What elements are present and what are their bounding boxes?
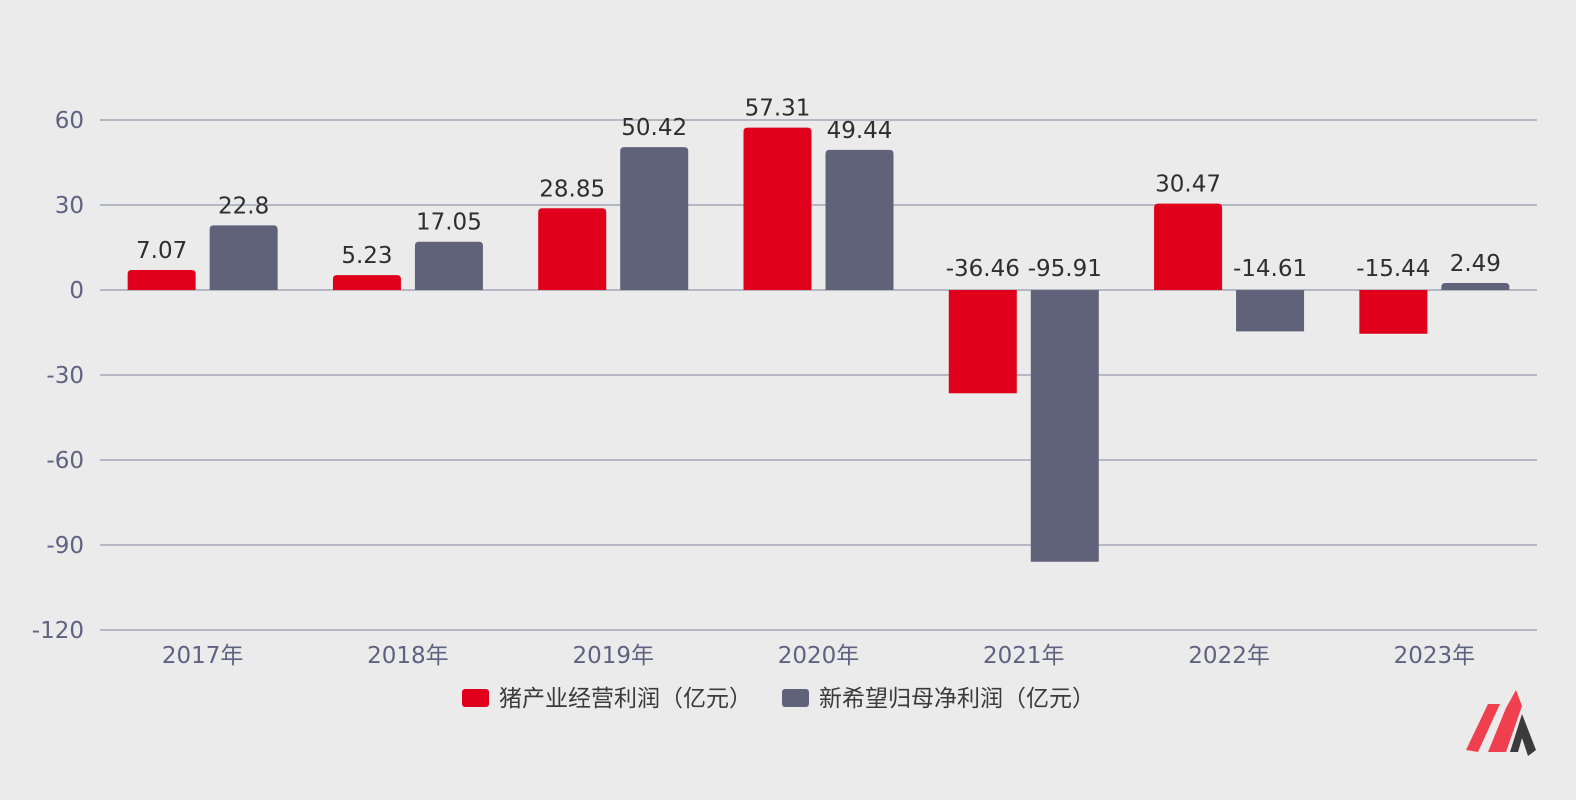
data-label: -14.61	[1233, 256, 1307, 282]
bar-net-profit[interactable]	[620, 147, 689, 290]
y-axis: 60 30 0 -30 -60 -90 -120	[32, 108, 84, 644]
bar-net-profit[interactable]	[1030, 290, 1099, 562]
legend-swatch	[462, 689, 489, 707]
legend-item[interactable]: 猪产业经营利润（亿元）	[462, 686, 752, 712]
data-label: 22.8	[218, 193, 269, 219]
data-label: 50.42	[621, 115, 687, 141]
y-tick-label: -90	[46, 533, 84, 559]
x-tick-label: 2020年	[778, 643, 860, 669]
x-axis: 2017年 2018年 2019年 2020年 2021年 2022年 2023年	[162, 643, 1475, 669]
data-label: -36.46	[946, 256, 1020, 282]
y-tick-label: -30	[46, 363, 84, 389]
legend-label: 新希望归母净利润（亿元）	[819, 686, 1095, 712]
data-label: -95.91	[1028, 256, 1102, 282]
x-tick-label: 2021年	[983, 643, 1065, 669]
data-label: -15.44	[1356, 256, 1430, 282]
bar-net-profit[interactable]	[825, 149, 894, 290]
y-tick-label: 60	[55, 108, 84, 134]
bar-net-profit[interactable]	[414, 241, 483, 290]
legend-item[interactable]: 新希望归母净利润（亿元）	[782, 686, 1095, 712]
bar-pig-profit[interactable]	[1359, 290, 1428, 334]
x-tick-label: 2022年	[1188, 643, 1270, 669]
brand-logo-icon	[1466, 690, 1536, 756]
bar-pig-profit[interactable]	[332, 275, 401, 290]
data-label: 28.85	[539, 176, 605, 202]
x-tick-label: 2019年	[572, 643, 654, 669]
bar-pig-profit[interactable]	[127, 269, 196, 290]
bar-pig-profit[interactable]	[948, 290, 1017, 394]
legend[interactable]: 猪产业经营利润（亿元） 新希望归母净利润（亿元）	[462, 686, 1095, 712]
y-tick-label: -120	[32, 618, 84, 644]
data-label: 2.49	[1450, 251, 1501, 277]
y-tick-label: -60	[46, 448, 84, 474]
y-tick-label: 0	[69, 278, 84, 304]
bars	[127, 127, 1510, 562]
bar-pig-profit[interactable]	[1154, 203, 1223, 290]
legend-swatch	[782, 689, 809, 707]
bar-net-profit[interactable]	[1236, 290, 1305, 332]
legend-label: 猪产业经营利润（亿元）	[499, 686, 752, 712]
data-labels: 7.07 22.8 5.23 17.05 28.85 50.42 57.31 49.44 -36…	[136, 96, 1501, 282]
data-label: 57.31	[745, 96, 811, 122]
grid-lines	[100, 119, 1537, 631]
bar-pig-profit[interactable]	[743, 127, 812, 290]
bar-pig-profit[interactable]	[538, 208, 607, 290]
x-tick-label: 2023年	[1394, 643, 1476, 669]
x-tick-label: 2018年	[367, 643, 449, 669]
bar-net-profit[interactable]	[1441, 282, 1510, 290]
y-tick-label: 30	[55, 193, 84, 219]
data-label: 30.47	[1155, 172, 1221, 198]
data-label: 7.07	[136, 238, 187, 264]
data-label: 49.44	[827, 118, 893, 144]
bar-net-profit[interactable]	[209, 225, 278, 290]
x-tick-label: 2017年	[162, 643, 244, 669]
data-label: 5.23	[341, 243, 392, 269]
data-label: 17.05	[416, 210, 482, 236]
